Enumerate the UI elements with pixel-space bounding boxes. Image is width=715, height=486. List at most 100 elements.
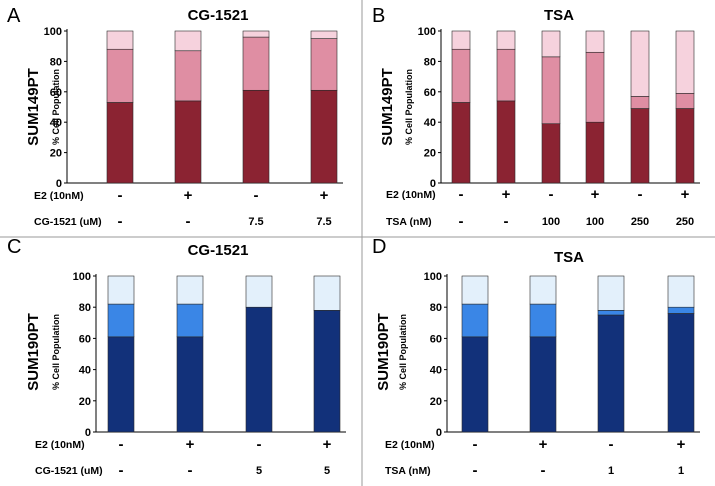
treatment-cell: 7.5 <box>248 216 263 228</box>
bar-segment-middle <box>107 303 135 338</box>
chart-panel-b: B TSA SUM149PT % Cell Population 0 20 40 60 80 10… <box>372 5 700 230</box>
bar-segment-bottom <box>242 89 270 184</box>
treatment-cell: - <box>638 186 643 203</box>
treatment-cell: - <box>504 213 509 230</box>
treatment-cell: - <box>186 213 191 230</box>
treatment-cell: 250 <box>676 216 694 228</box>
bar-segment-bottom <box>597 314 625 433</box>
treatment-cell: - <box>257 436 262 453</box>
y-tick-label: 40 <box>430 365 442 377</box>
treatment-cell: 1 <box>608 465 614 477</box>
bar-segment-top <box>310 30 338 39</box>
panel-label: A <box>7 5 21 27</box>
bar-segment-middle <box>597 310 625 316</box>
y-tick-label: 80 <box>424 56 436 68</box>
y-tick-label: 80 <box>79 302 91 314</box>
y-tick-label: 80 <box>430 302 442 314</box>
bar-segment-top <box>107 275 135 305</box>
treatment-cell: - <box>254 187 259 204</box>
bar-segment-middle <box>176 303 204 338</box>
y-tick-label: 0 <box>85 427 91 439</box>
y-axis-sublabel: % Cell Population <box>404 69 414 145</box>
treatment-cell: - <box>188 462 193 479</box>
y-tick-label: 100 <box>44 26 62 38</box>
treatment-cell: - <box>541 462 546 479</box>
treatment-cell: - <box>459 186 464 203</box>
treatment-cell: - <box>473 462 478 479</box>
panel-label: D <box>372 236 386 258</box>
bar-segment-top <box>496 30 516 50</box>
treatment-cell: - <box>119 436 124 453</box>
treatment-cell: - <box>549 186 554 203</box>
bar-segment-top <box>667 275 695 308</box>
treatment-cell: 5 <box>256 465 262 477</box>
y-tick-label: 20 <box>430 396 442 408</box>
y-tick-label: 40 <box>79 365 91 377</box>
treatment-row-label: E2 (10nM) <box>386 189 436 201</box>
treatment-cell: + <box>539 436 548 453</box>
treatment-cell: - <box>118 187 123 204</box>
chart-title: TSA <box>554 249 584 266</box>
chart-panel-a: A CG-1521 SUM149PT % Cell Population 0 20 40 60… <box>7 5 343 230</box>
y-axis-sublabel: % Cell Population <box>51 69 61 145</box>
treatment-cell: + <box>186 436 195 453</box>
panel-label: B <box>372 5 385 27</box>
y-axis-label: SUM149PT <box>379 68 396 146</box>
treatment-row-label: CG-1521 (uM) <box>35 465 103 477</box>
treatment-cell: 250 <box>631 216 649 228</box>
treatment-cell: 7.5 <box>316 216 331 228</box>
bar-segment-top <box>451 30 471 50</box>
bar-segment-top <box>242 30 270 38</box>
y-axis-label: SUM190PT <box>25 313 42 391</box>
bar-segment-middle <box>451 48 471 103</box>
treatment-cell: - <box>609 436 614 453</box>
bar-segment-top <box>461 275 489 305</box>
treatment-cell: - <box>118 213 123 230</box>
bar-segment-top <box>313 275 341 311</box>
treatment-row-label: E2 (10nM) <box>35 439 85 451</box>
bar-segment-middle <box>585 51 605 123</box>
bar-segment-bottom <box>107 336 135 433</box>
bar-segment-bottom <box>174 100 202 184</box>
y-tick-label: 60 <box>50 87 62 99</box>
y-tick-label: 40 <box>424 117 436 129</box>
bar-segment-top <box>597 275 625 311</box>
bar-segment-top <box>245 275 273 308</box>
bar-segment-middle <box>242 36 270 91</box>
treatment-cell: + <box>323 436 332 453</box>
bar-segment-top <box>529 275 557 305</box>
bar-segment-top <box>106 30 134 50</box>
y-tick-label: 100 <box>73 271 91 283</box>
treatment-cell: 1 <box>678 465 684 477</box>
treatment-cell: - <box>119 462 124 479</box>
bar-segment-bottom <box>541 123 561 184</box>
chart-title: TSA <box>544 7 574 24</box>
bar-segment-bottom <box>451 102 471 184</box>
y-tick-label: 80 <box>50 56 62 68</box>
y-tick-label: 60 <box>79 333 91 345</box>
treatment-row-label: E2 (10nM) <box>34 190 84 202</box>
bar-segment-bottom <box>630 108 650 184</box>
treatment-cell: 100 <box>542 216 560 228</box>
bar-segment-middle <box>675 93 695 109</box>
y-axis-sublabel: % Cell Population <box>51 314 61 390</box>
bar-segment-bottom <box>176 336 204 433</box>
bar-segment-bottom <box>529 336 557 433</box>
treatment-cell: 100 <box>586 216 604 228</box>
y-tick-label: 20 <box>50 148 62 160</box>
y-tick-label: 0 <box>430 178 436 190</box>
bar-segment-middle <box>529 303 557 338</box>
treatment-cell: + <box>677 436 686 453</box>
bar-segment-bottom <box>106 102 134 184</box>
bar-segment-middle <box>461 303 489 338</box>
bar-segment-bottom <box>675 108 695 184</box>
treatment-cell: + <box>320 187 329 204</box>
treatment-cell: + <box>591 186 600 203</box>
bar-segment-top <box>174 30 202 52</box>
bar-segment-bottom <box>585 121 605 184</box>
y-tick-label: 100 <box>418 26 436 38</box>
treatment-cell: + <box>681 186 690 203</box>
y-tick-label: 0 <box>56 178 62 190</box>
bar-segment-bottom <box>496 100 516 184</box>
